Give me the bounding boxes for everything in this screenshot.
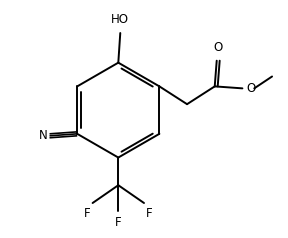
Text: N: N (39, 129, 48, 142)
Text: O: O (213, 41, 222, 54)
Text: O: O (246, 82, 256, 95)
Text: HO: HO (111, 13, 129, 26)
Text: F: F (84, 207, 91, 220)
Text: F: F (146, 207, 152, 220)
Text: F: F (115, 216, 122, 229)
